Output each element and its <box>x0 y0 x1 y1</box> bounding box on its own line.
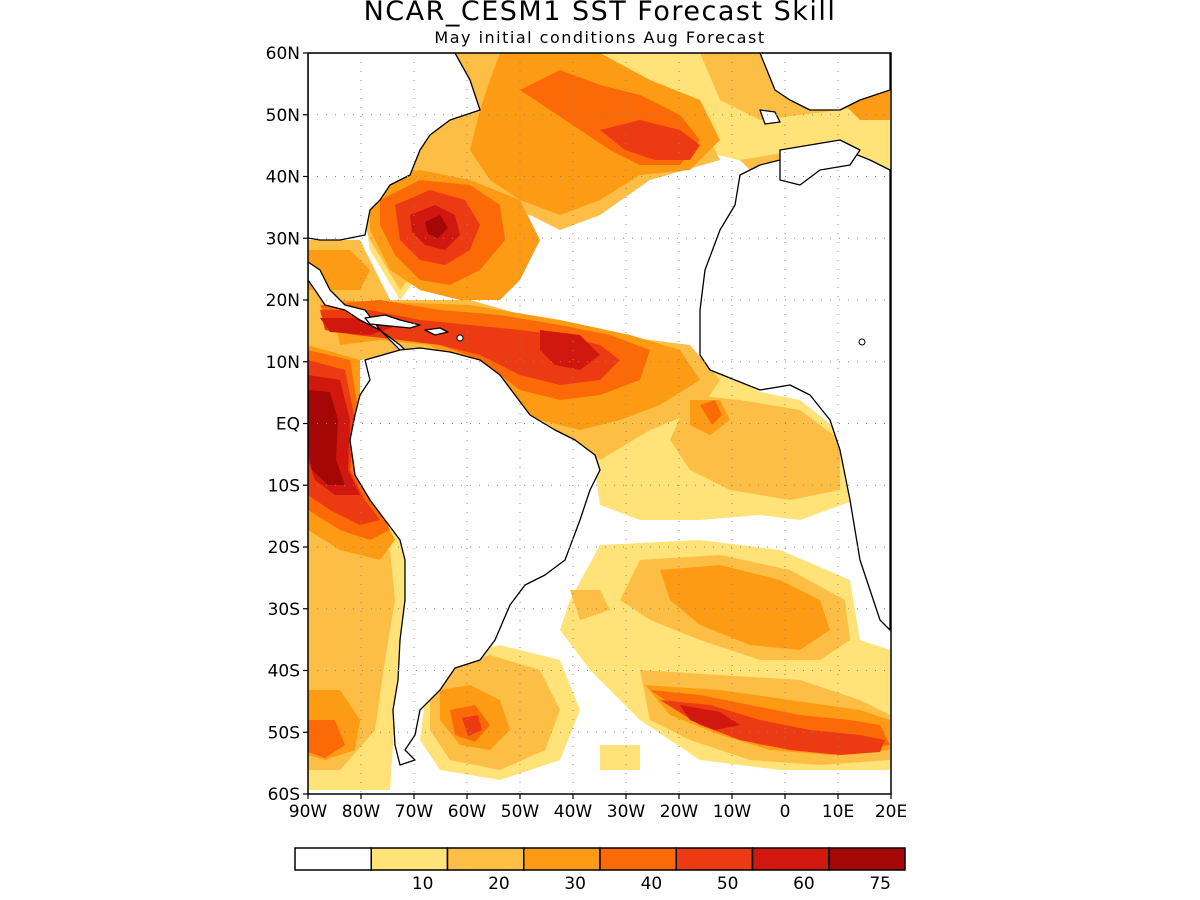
lon-tick-label: 0 <box>780 802 791 822</box>
legend-label: 40 <box>641 874 663 894</box>
lon-tick-label: 10E <box>822 802 854 822</box>
legend-label: 50 <box>717 874 739 894</box>
legend-swatch <box>294 847 372 871</box>
skill-field <box>308 53 891 790</box>
legend-label: 75 <box>869 874 891 894</box>
legend-swatch <box>675 847 754 871</box>
lon-tick-label: 20E <box>875 802 907 822</box>
lon-tick-label: 90W <box>289 802 328 822</box>
lat-tick-label: 50N <box>266 106 300 126</box>
legend-swatch <box>828 847 906 871</box>
lat-tick-label: 30N <box>266 229 300 249</box>
lon-tick-label: 50W <box>501 802 540 822</box>
lat-tick-label: 20N <box>266 291 300 311</box>
lat-tick-label: 40S <box>268 662 300 682</box>
lon-tick-label: 10W <box>713 802 752 822</box>
legend-swatch <box>751 847 830 871</box>
longitude-axis: 90W 80W 70W 60W 50W 40W 30W 20W 10W 0 10E 20E <box>289 794 907 822</box>
lat-tick-label: 60N <box>266 44 300 64</box>
legend-label: 30 <box>564 874 586 894</box>
lat-tick-label: 10N <box>266 353 300 373</box>
lat-tick-label: 50S <box>268 723 300 743</box>
lat-tick-label: 20S <box>268 538 300 558</box>
lon-tick-label: 70W <box>395 802 434 822</box>
legend-swatch <box>523 847 601 871</box>
legend-label: 20 <box>488 874 510 894</box>
lat-tick-label: 10S <box>268 476 300 496</box>
legend-swatch <box>446 847 525 871</box>
lon-tick-label: 20W <box>660 802 699 822</box>
color-legend: 10 20 30 40 50 60 75 <box>294 847 906 894</box>
legend-swatch <box>599 847 677 871</box>
legend-swatch <box>370 847 449 871</box>
lon-tick-label: 60W <box>448 802 487 822</box>
legend-label: 10 <box>412 874 434 894</box>
lat-tick-label: 60S <box>268 785 300 805</box>
latitude-axis: 60N 50N 40N 30N 20N 10N EQ 10S 20S 30S 40S 50S 60S <box>266 44 308 805</box>
lat-tick-label: EQ <box>276 415 300 435</box>
lat-tick-label: 30S <box>268 600 300 620</box>
map-title: NCAR_CESM1 SST Forecast Skill <box>363 0 837 27</box>
lon-tick-label: 30W <box>607 802 646 822</box>
lon-tick-label: 80W <box>342 802 381 822</box>
lat-tick-label: 40N <box>266 168 300 188</box>
lon-tick-label: 40W <box>554 802 593 822</box>
map-subtitle: May initial conditions Aug Forecast <box>434 28 766 47</box>
legend-label: 60 <box>793 874 815 894</box>
